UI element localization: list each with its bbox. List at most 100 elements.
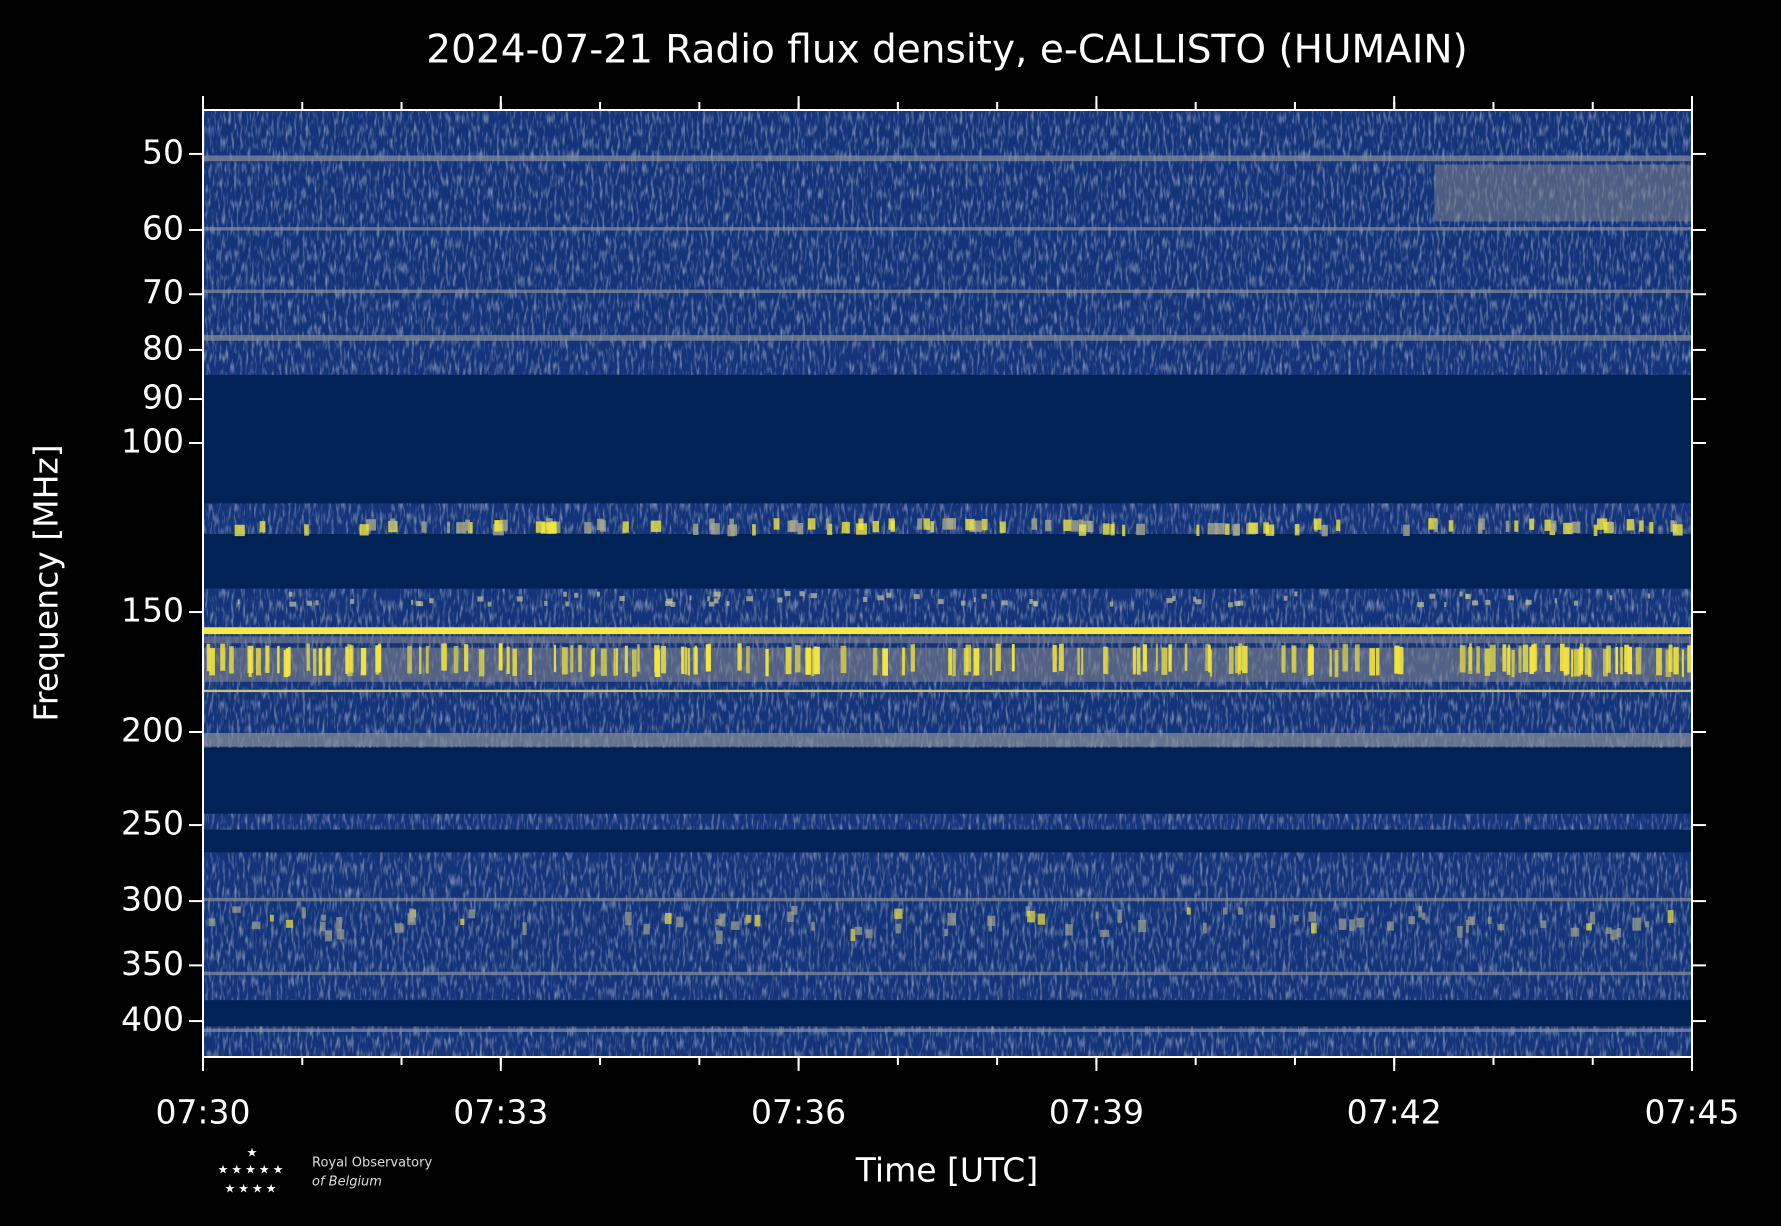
- spectrogram-burst: [1294, 915, 1299, 922]
- spectrogram-burst: [578, 644, 582, 673]
- spectrogram-band: [203, 971, 1692, 976]
- spectrogram-burst: [1529, 518, 1535, 530]
- spectrogram-burst: [289, 601, 297, 607]
- spectrogram-burst: [1132, 647, 1136, 675]
- spectrogram-burst: [1421, 912, 1425, 920]
- spectrogram-burst: [709, 518, 715, 530]
- spectrogram-burst: [306, 600, 313, 606]
- spectrogram-burst: [787, 911, 794, 922]
- spectrogram-burst: [910, 644, 915, 672]
- spectrogram-burst: [1603, 521, 1614, 534]
- spectrogram-burst: [407, 646, 413, 674]
- spectrogram-burst: [498, 643, 503, 671]
- spectrogram-burst: [477, 596, 484, 602]
- y-tick-label: 250: [121, 804, 184, 843]
- spectrogram-dark: [203, 374, 1692, 504]
- y-tick-label: 90: [142, 378, 184, 417]
- spectrogram-burst: [304, 524, 309, 536]
- spectrogram-burst: [947, 912, 957, 926]
- spectrogram-burst: [1672, 524, 1683, 536]
- spectrogram-band: [203, 732, 1692, 747]
- spectrogram-burst: [1522, 644, 1529, 672]
- spectrogram-burst: [599, 520, 606, 532]
- spectrogram-burst: [1488, 916, 1492, 925]
- spectrogram-burst: [687, 648, 691, 676]
- spectrogram-dark: [203, 747, 1692, 814]
- logo-text: Royal Observatory: [312, 1156, 432, 1171]
- spectrogram-burst: [1554, 598, 1557, 604]
- spectrogram-burst: [590, 649, 594, 678]
- spectrogram-burst: [1428, 518, 1438, 530]
- y-tick-label: 300: [121, 880, 184, 919]
- spectrogram-burst: [1490, 644, 1496, 672]
- spectrogram-burst: [1467, 916, 1476, 926]
- spectrogram-burst: [1626, 519, 1635, 531]
- y-tick-label: 80: [142, 328, 184, 367]
- spectrogram-burst: [1605, 927, 1612, 934]
- spectrogram-dark: [203, 534, 1692, 589]
- spectrogram-burst: [797, 522, 804, 535]
- spectrogram-burst: [1196, 524, 1200, 536]
- spectrogram-burst: [894, 908, 903, 919]
- spectrogram-burst: [1063, 519, 1072, 532]
- spectrogram-burst: [693, 523, 699, 536]
- spectrogram-burst: [1647, 593, 1651, 599]
- spectrogram-burst: [752, 524, 756, 536]
- spectrogram-burst: [359, 524, 369, 536]
- spectrogram-burst: [1571, 521, 1581, 533]
- spectrogram-burst: [1136, 647, 1141, 675]
- spectrogram-burst: [1579, 643, 1584, 671]
- spectrogram-burst: [791, 905, 798, 915]
- spectrogram-burst: [1615, 646, 1618, 675]
- spectrogram-burst: [1354, 644, 1360, 672]
- spectrogram-burst: [872, 520, 879, 533]
- spectrogram-burst: [1321, 524, 1328, 537]
- y-axis-label: Frequency [MHz]: [27, 444, 66, 721]
- spectrogram-burst: [730, 921, 740, 930]
- spectrogram-burst: [553, 644, 557, 673]
- spectrogram-burst: [1505, 520, 1510, 532]
- logo-stars: ★★★★★: [218, 1163, 287, 1177]
- spectrogram-burst: [1457, 926, 1463, 938]
- spectrogram-burst: [1544, 519, 1552, 531]
- spectrogram-burst: [1001, 600, 1008, 606]
- spectrogram-burst: [707, 596, 710, 602]
- spectrogram-burst: [1573, 649, 1579, 677]
- spectrogram-burst: [1356, 917, 1365, 928]
- spectrogram-burst: [942, 518, 954, 530]
- spectrogram-burst: [754, 914, 761, 927]
- spectrogram-burst: [1417, 602, 1424, 608]
- spectrogram-burst: [232, 906, 241, 913]
- spectrogram-burst: [1560, 643, 1565, 672]
- spectrogram-burst: [948, 648, 953, 676]
- spectrogram-burst: [1311, 922, 1317, 934]
- spectrogram-burst: [784, 591, 791, 597]
- spectrogram-burst: [1238, 907, 1243, 915]
- spectrogram-burst: [1465, 593, 1469, 599]
- spectrogram-burst: [229, 646, 234, 674]
- spectrogram-burst: [1215, 523, 1225, 535]
- spectrogram-burst: [366, 519, 376, 531]
- spectrogram-burst: [1632, 917, 1642, 931]
- spectrogram-burst: [1586, 923, 1592, 931]
- spectrogram-burst: [1070, 520, 1078, 532]
- spectrogram-burst: [584, 522, 592, 534]
- spectrogram-burst: [716, 930, 723, 945]
- spectrogram-burst: [840, 645, 847, 674]
- spectrogram-burst: [1448, 520, 1454, 532]
- spectrogram-burst: [544, 600, 548, 606]
- spectrogram-burst: [727, 524, 735, 537]
- spectrogram-burst: [1077, 647, 1080, 676]
- spectrogram-burst: [1484, 648, 1491, 676]
- spectrogram-burst: [1644, 921, 1650, 928]
- spectrogram-burst: [556, 521, 561, 534]
- spectrogram-burst: [981, 518, 988, 531]
- spectrogram-burst: [923, 518, 931, 530]
- spectrogram-burst: [1429, 593, 1436, 599]
- spectrogram-burst: [1193, 596, 1197, 602]
- spectrogram-burst: [350, 598, 355, 604]
- spectrogram-burst: [1639, 520, 1644, 532]
- spectrogram-burst: [713, 591, 721, 597]
- spectrogram-burst: [1228, 602, 1233, 608]
